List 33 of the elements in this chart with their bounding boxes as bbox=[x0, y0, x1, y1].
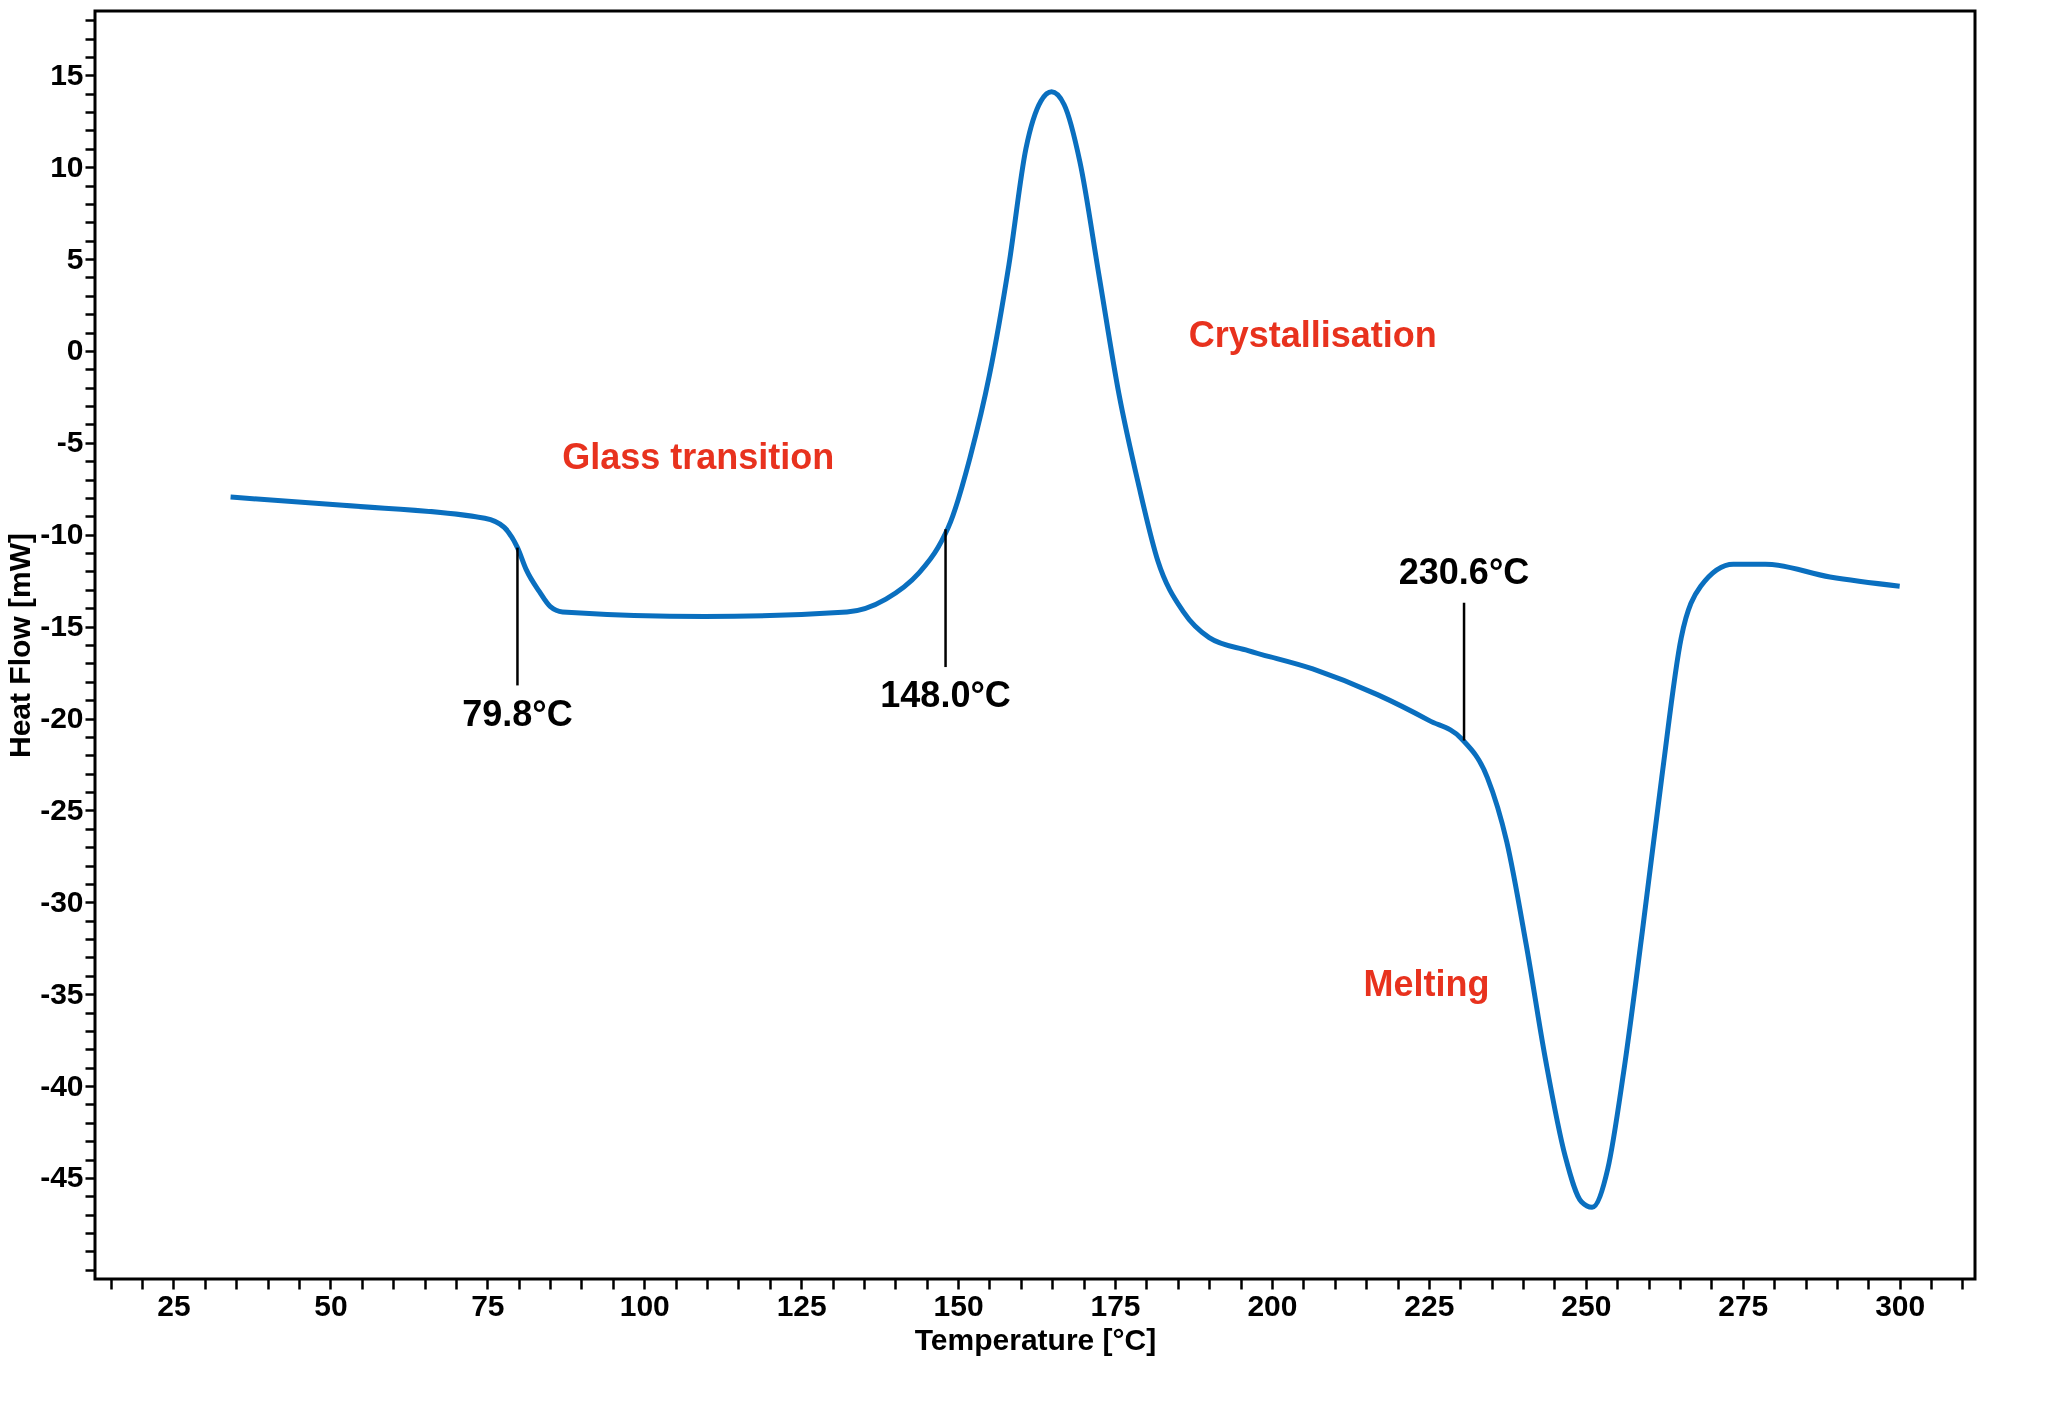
y-tick-label: -45 bbox=[40, 1160, 84, 1194]
x-tick-label: 225 bbox=[1404, 1288, 1455, 1322]
y-tick-label: -5 bbox=[56, 425, 84, 459]
annotation: Crystallisation bbox=[1188, 314, 1437, 356]
x-tick-label: 250 bbox=[1561, 1288, 1612, 1322]
y-tick-label: -40 bbox=[40, 1068, 84, 1102]
annotation: 230.6°C bbox=[1398, 551, 1530, 593]
x-tick-label: 275 bbox=[1718, 1288, 1769, 1322]
y-tick-label: -10 bbox=[40, 517, 84, 551]
y-tick-label: 0 bbox=[66, 333, 84, 367]
x-tick-label: 300 bbox=[1875, 1288, 1926, 1322]
y-tick-label: -35 bbox=[40, 976, 84, 1010]
y-tick-label: 15 bbox=[50, 57, 84, 91]
x-axis-title: Temperature [°C] bbox=[914, 1322, 1157, 1356]
y-tick-label: 10 bbox=[50, 149, 84, 183]
y-tick-label: -30 bbox=[40, 884, 84, 918]
y-tick-label: -20 bbox=[40, 701, 84, 735]
x-tick-label: 175 bbox=[1090, 1288, 1141, 1322]
x-tick-label: 50 bbox=[314, 1288, 348, 1322]
x-tick-label: 125 bbox=[776, 1288, 827, 1322]
x-tick-label: 25 bbox=[157, 1288, 191, 1322]
y-tick-label: 5 bbox=[66, 241, 84, 275]
y-tick-label: -25 bbox=[40, 792, 84, 826]
y-tick-label: -15 bbox=[40, 609, 84, 643]
x-tick-label: 75 bbox=[471, 1288, 505, 1322]
annotation: 79.8°C bbox=[462, 692, 573, 734]
y-axis-title: Heat Flow [mW] bbox=[3, 533, 37, 758]
annotation: Glass transition bbox=[562, 435, 835, 477]
x-tick-label: 150 bbox=[933, 1288, 984, 1322]
annotation: Melting bbox=[1363, 962, 1490, 1004]
x-tick-label: 100 bbox=[619, 1288, 670, 1322]
x-tick-label: 200 bbox=[1247, 1288, 1298, 1322]
annotation: 148.0°C bbox=[880, 674, 1011, 716]
